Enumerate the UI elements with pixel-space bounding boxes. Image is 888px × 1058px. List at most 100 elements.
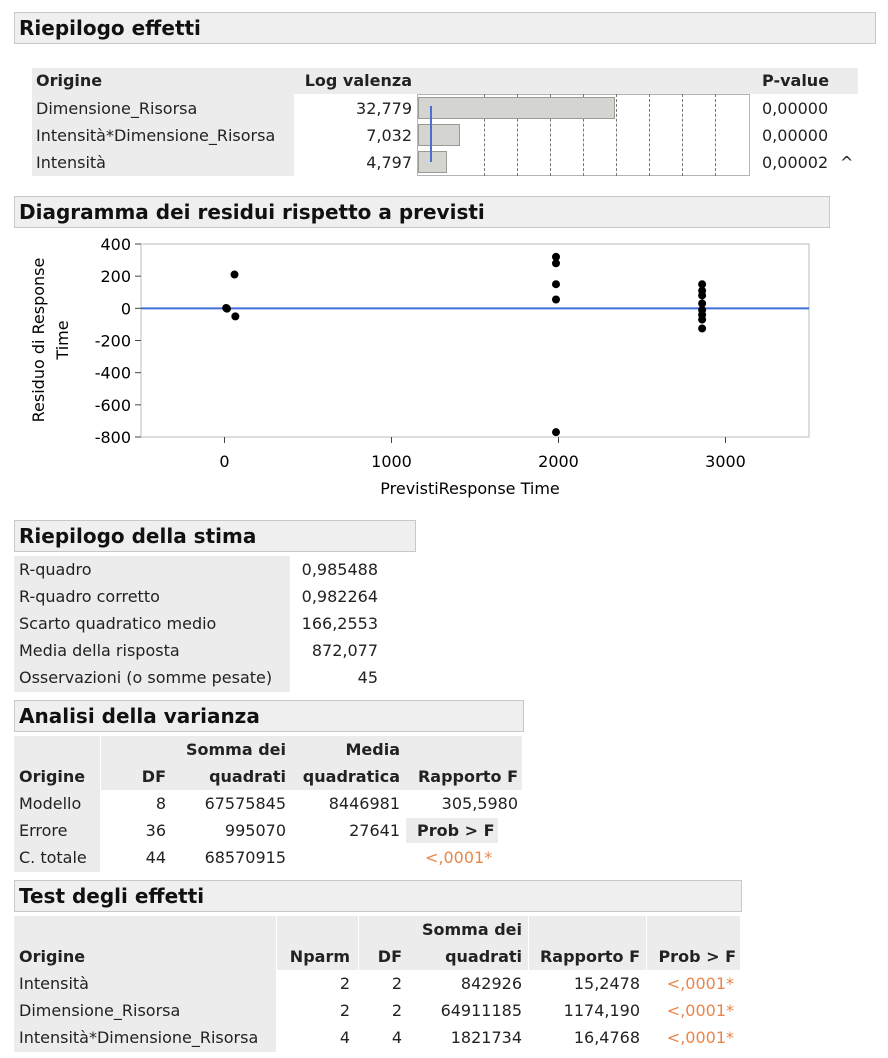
logworth-gridline xyxy=(583,94,584,176)
effects-col-pvalue[interactable]: P-value xyxy=(762,71,830,90)
y-tick-label: 200 xyxy=(100,267,131,286)
anova-row-origin: C. totale xyxy=(19,848,87,867)
anova-row-origin: Errore xyxy=(19,821,68,840)
anova-header-bg xyxy=(14,736,522,790)
fit-label-col-bg xyxy=(14,556,290,692)
x-tick-label: 0 xyxy=(219,452,229,471)
anova-row-df: 8 xyxy=(155,794,166,813)
residual-point xyxy=(698,280,707,289)
y-tick-label: 400 xyxy=(100,235,131,254)
residual-point xyxy=(551,259,560,268)
effects-col-origin[interactable]: Origine xyxy=(36,71,103,90)
x-tick-label: 3000 xyxy=(705,452,746,471)
effects-row-logworth: 32,779 xyxy=(356,99,412,118)
effect-tests-col-nparm[interactable]: Nparm xyxy=(289,947,350,966)
anova-col-ss-line2[interactable]: quadrati xyxy=(209,767,286,786)
anova-row-ms: 27641 xyxy=(349,821,400,840)
effects-col-logworth[interactable]: Log valenza xyxy=(304,71,412,90)
effect-tests-row-nparm: 2 xyxy=(339,974,350,993)
effect-tests-row-f: 16,4768 xyxy=(573,1028,640,1047)
col-sep xyxy=(358,916,359,970)
effects-summary-header[interactable]: Riepilogo effetti xyxy=(14,12,876,44)
col-sep xyxy=(528,916,529,970)
effect-tests-header[interactable]: Test degli effetti xyxy=(14,880,742,912)
effect-tests-col-origin[interactable]: Origine xyxy=(19,947,86,966)
y-tick-label: -800 xyxy=(95,428,131,447)
residual-point xyxy=(551,428,560,437)
residual-point xyxy=(551,280,560,289)
fit-label: Osservazioni (o somme pesate) xyxy=(19,668,273,687)
logworth-bar xyxy=(418,97,615,119)
y-tick-label: -400 xyxy=(95,364,131,383)
effect-tests-row-f: 15,2478 xyxy=(573,974,640,993)
fit-value: 45 xyxy=(357,668,378,687)
effects-row-origin: Dimensione_Risorsa xyxy=(36,99,198,118)
residual-plot-header[interactable]: Diagramma dei residui rispetto a previst… xyxy=(14,196,830,228)
residual-point xyxy=(230,270,239,279)
effect-tests-header-bg xyxy=(14,916,740,970)
effect-tests-row-ss: 1821734 xyxy=(450,1028,522,1047)
anova-origin-col-bg xyxy=(14,790,100,872)
effect-tests-row-df: 2 xyxy=(391,1001,402,1020)
logworth-reference-line xyxy=(430,106,432,162)
x-tick-label: 1000 xyxy=(371,452,412,471)
fit-summary-header[interactable]: Riepilogo della stima xyxy=(14,520,416,552)
effect-tests-row-ss: 64911185 xyxy=(440,1001,522,1020)
anova-col-origin[interactable]: Origine xyxy=(19,767,86,786)
effects-row-pvalue: 0,00002 xyxy=(762,153,829,172)
fit-label: R-quadro corretto xyxy=(19,587,160,606)
y-tick-label: -200 xyxy=(95,332,131,351)
anova-col-ms-line2[interactable]: quadratica xyxy=(302,767,400,786)
effect-tests-col-df[interactable]: DF xyxy=(377,947,402,966)
fit-value: 872,077 xyxy=(311,641,378,660)
anova-row-origin: Modello xyxy=(19,794,82,813)
logworth-gridline xyxy=(484,94,485,176)
effect-tests-row-nparm: 2 xyxy=(339,1001,350,1020)
y-tick-label: 0 xyxy=(121,299,131,318)
anova-prob-value: <,0001* xyxy=(425,848,493,867)
effect-tests-row-prob: <,0001* xyxy=(666,1001,734,1020)
residual-point xyxy=(223,304,232,313)
anova-col-df[interactable]: DF xyxy=(141,767,166,786)
anova-row-f: 305,5980 xyxy=(441,794,518,813)
anova-col-ss-line1[interactable]: Somma dei xyxy=(185,740,286,759)
effect-tests-row-df: 4 xyxy=(391,1028,402,1047)
effect-tests-row-ss: 842926 xyxy=(460,974,522,993)
col-sep xyxy=(100,736,101,872)
x-axis-label: PrevistiResponse Time xyxy=(380,479,560,498)
anova-col-ms-line1[interactable]: Media xyxy=(345,740,400,759)
effect-tests-col-ss-line2[interactable]: quadrati xyxy=(445,947,522,966)
y-tick-label: -600 xyxy=(95,396,131,415)
anova-col-f[interactable]: Rapporto F xyxy=(417,767,518,786)
anova-header[interactable]: Analisi della varianza xyxy=(14,700,524,732)
effect-tests-row-df: 2 xyxy=(391,974,402,993)
col-sep xyxy=(276,916,277,1052)
logworth-gridline xyxy=(682,94,683,176)
effects-row-pvalue: 0,00000 xyxy=(762,99,829,118)
y-axis-label-line2: Time xyxy=(53,320,72,360)
effect-tests-col-ss-line1[interactable]: Somma dei xyxy=(421,920,522,939)
fit-value: 0,985488 xyxy=(301,560,378,579)
residual-point xyxy=(231,312,240,321)
effects-row-flag: ^ xyxy=(840,153,854,172)
logworth-gridline xyxy=(517,94,518,176)
fit-label: Scarto quadratico medio xyxy=(19,614,217,633)
effect-tests-row-prob: <,0001* xyxy=(666,1028,734,1047)
effects-row-origin: Intensità xyxy=(36,153,106,172)
logworth-gridline xyxy=(649,94,650,176)
effect-tests-row-origin: Intensità xyxy=(19,974,89,993)
effects-row-pvalue: 0,00000 xyxy=(762,126,829,145)
anova-row-ss: 995070 xyxy=(224,821,286,840)
anova-row-df: 36 xyxy=(145,821,166,840)
effect-tests-col-prob[interactable]: Prob > F xyxy=(658,947,736,966)
effect-tests-row-prob: <,0001* xyxy=(666,974,734,993)
anova-row-ss: 67575845 xyxy=(204,794,286,813)
effects-row-origin: Intensità*Dimensione_Risorsa xyxy=(36,126,276,145)
effect-tests-col-f[interactable]: Rapporto F xyxy=(539,947,640,966)
effect-tests-row-origin: Intensità*Dimensione_Risorsa xyxy=(19,1028,259,1047)
effects-table-header-row xyxy=(32,68,858,94)
effect-tests-row-f: 1174,190 xyxy=(563,1001,640,1020)
prob-label-bg xyxy=(406,818,498,843)
y-axis-label-line1: Residuo di Response xyxy=(29,258,48,423)
residual-point xyxy=(698,291,707,300)
